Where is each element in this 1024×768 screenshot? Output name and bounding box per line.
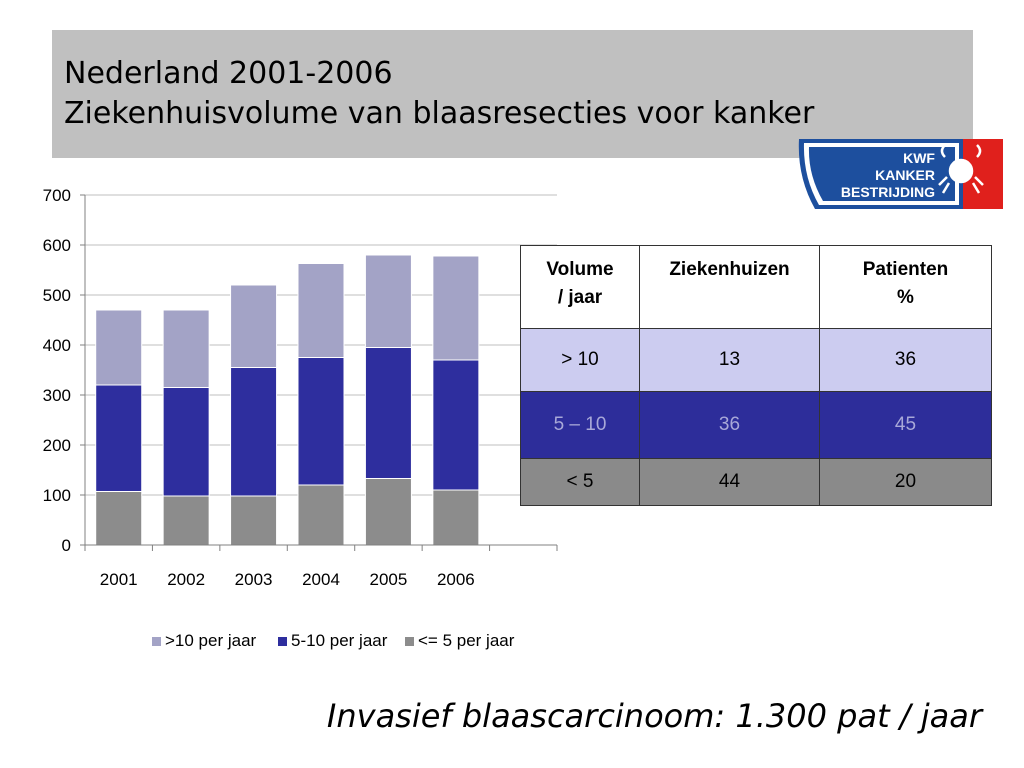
bar-segment [297,263,345,358]
bar-segment [162,387,210,497]
legend-swatch [278,637,287,646]
bar-segment [230,367,278,497]
legend-swatch [405,637,414,646]
y-tick-label: 100 [43,486,71,505]
bar-segment [162,495,210,546]
title-line-1: Nederland 2001-2006 [64,56,393,91]
legend-swatch [152,637,161,646]
chart-legend: >10 per jaar 5-10 per jaar <= 5 per jaar [152,631,515,650]
bar-segment [230,495,278,546]
table-row: 5 – 10 36 45 [520,391,992,459]
logo-line-3: BESTRIJDING [841,184,935,200]
x-tick-label: 2002 [167,570,205,589]
bar-segment [432,255,480,361]
bar-segment [364,478,412,546]
chart-axes [84,195,558,551]
footer-note: Invasief blaascarcinoom: 1.300 pat / jaa… [326,697,982,735]
x-tick-label: 2006 [437,570,475,589]
bar-segment [95,384,143,492]
bar-segment [95,309,143,386]
table-row: < 5 44 20 [520,458,992,506]
x-tick-label: 2005 [370,570,408,589]
header-volume-line-1: Volume [546,259,614,280]
legend-label: >10 per jaar [165,631,257,650]
bar-segment [297,357,345,486]
header-volume: Volume / jaar [520,245,640,329]
header-patienten-line-1: Patienten [862,259,949,280]
header-volume-line-2: / jaar [557,287,603,308]
bar-segment [230,284,278,368]
table-cell: 44 [639,458,820,506]
x-tick-label: 2001 [100,570,138,589]
bar-segment [364,254,412,348]
table-cell: 36 [819,328,992,392]
y-tick-labels: 0 100 200 300 400 500 600 700 [43,186,71,555]
title-line-2: Ziekenhuisvolume van blaasresecties voor… [64,96,815,131]
x-tick-label: 2003 [235,570,273,589]
header-patienten: Patienten % [819,245,992,329]
y-tick-label: 400 [43,336,71,355]
bar-segment [432,489,480,546]
kwf-logo: KWF KANKER BESTRIJDING [798,139,1003,209]
bar-segment [364,347,412,479]
y-tick-label: 500 [43,286,71,305]
header-ziekenhuizen: Ziekenhuizen [639,245,820,329]
table-cell: 36 [639,391,820,459]
y-tick-label: 600 [43,236,71,255]
y-tick-label: 700 [43,186,71,205]
table-cell: < 5 [520,458,640,506]
table-cell: 20 [819,458,992,506]
legend-label: <= 5 per jaar [418,631,515,650]
header-patienten-line-2: % [897,287,914,308]
chart-bars [95,254,480,546]
title-box: Nederland 2001-2006 Ziekenhuisvolume van… [52,30,973,158]
x-tick-labels: 2001 2002 2003 2004 2005 2006 [100,570,475,589]
table-row: > 10 13 36 [520,328,992,392]
y-tick-label: 0 [62,536,71,555]
bar-segment [297,484,345,546]
bar-segment [95,491,143,546]
y-tick-label: 200 [43,436,71,455]
x-tick-label: 2004 [302,570,340,589]
logo-line-2: KANKER [875,167,935,183]
table-cell: > 10 [520,328,640,392]
bar-segment [432,359,480,491]
table-header-row: Volume / jaar Ziekenhuizen Patienten % [520,245,992,329]
y-tick-label: 300 [43,386,71,405]
legend-label: 5-10 per jaar [291,631,388,650]
table-cell: 13 [639,328,820,392]
header-ziekenhuizen-line-1: Ziekenhuizen [669,259,790,280]
table-cell: 5 – 10 [520,391,640,459]
logo-line-1: KWF [903,150,935,166]
volume-table: Volume / jaar Ziekenhuizen Patienten % >… [520,245,992,506]
crab-icon [938,144,984,194]
table-cell: 45 [819,391,992,459]
bar-segment [162,309,210,388]
